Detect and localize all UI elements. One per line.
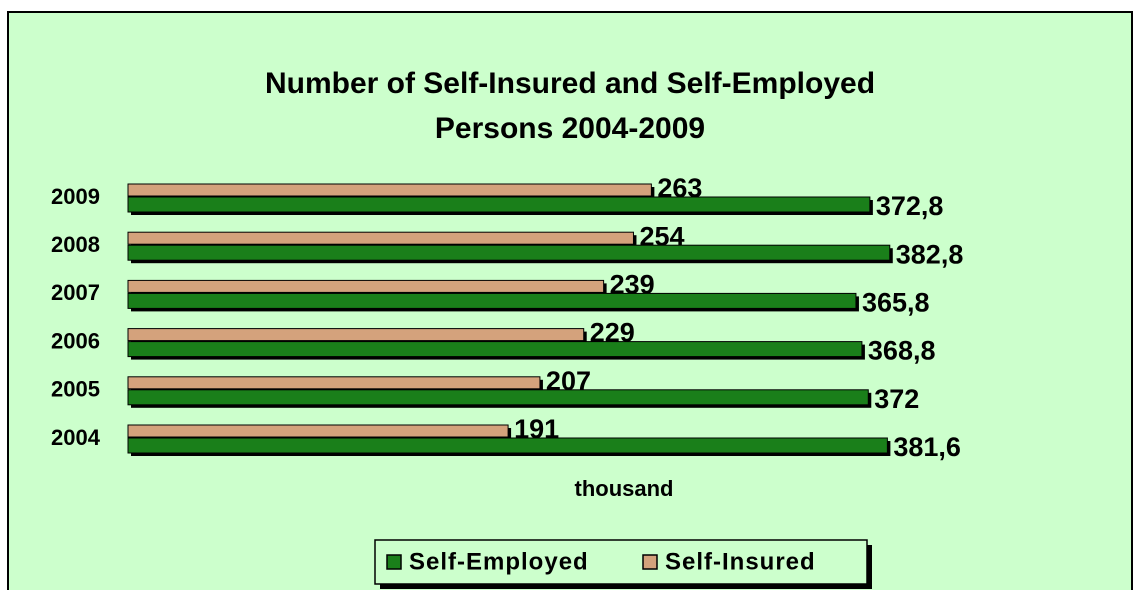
bar <box>127 328 585 342</box>
data-label: 372 <box>874 384 919 414</box>
legend-swatch <box>386 554 402 570</box>
data-label: 382,8 <box>896 239 964 269</box>
legend-swatch <box>642 554 658 570</box>
legend-label: Self-Insured <box>665 548 816 575</box>
bar <box>127 196 871 213</box>
legend-label: Self-Employed <box>409 548 589 575</box>
bar <box>127 244 891 261</box>
x-axis-label: thousand <box>575 476 674 501</box>
y-tick-label: 2007 <box>51 280 100 305</box>
y-tick-label: 2005 <box>51 377 100 402</box>
bar <box>127 376 541 390</box>
bar <box>127 292 857 309</box>
chart-title: Persons 2004-2009 <box>435 112 705 145</box>
bar <box>127 424 509 438</box>
data-label: 381,6 <box>893 432 961 462</box>
data-label: 365,8 <box>862 288 930 318</box>
y-tick-label: 2006 <box>51 328 100 353</box>
chart-title: Number of Self-Insured and Self-Employed <box>265 67 875 100</box>
bar <box>127 231 634 245</box>
y-tick-label: 2009 <box>51 184 100 209</box>
bar <box>127 437 888 454</box>
bar <box>127 183 652 197</box>
legend <box>374 539 868 585</box>
bar <box>127 341 863 358</box>
data-label: 368,8 <box>868 336 936 366</box>
y-tick-label: 2004 <box>51 425 101 450</box>
data-label: 372,8 <box>876 191 944 221</box>
y-tick-label: 2008 <box>51 232 100 257</box>
bar <box>127 279 605 293</box>
bar <box>127 389 869 406</box>
